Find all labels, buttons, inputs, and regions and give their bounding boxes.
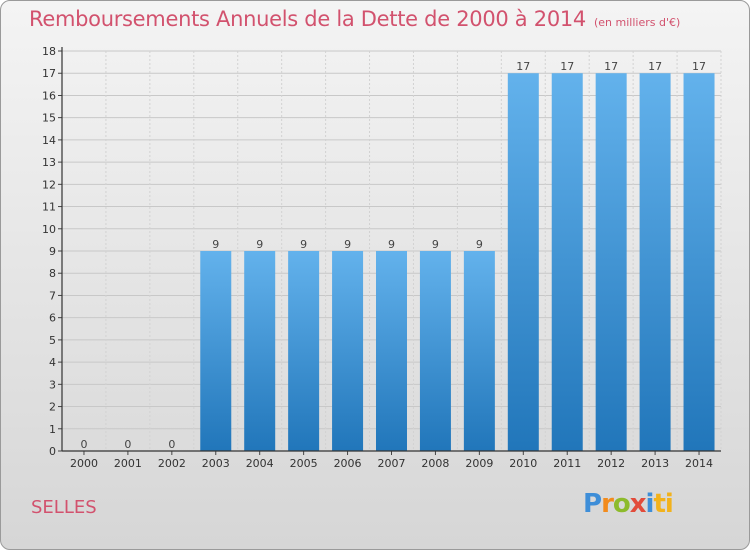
bar-2007[interactable] xyxy=(376,251,407,451)
y-tick-label-17: 17 xyxy=(42,67,56,80)
bar-2004[interactable] xyxy=(244,251,276,451)
value-label-2005: 9 xyxy=(300,238,307,251)
value-label-2010: 17 xyxy=(516,60,530,73)
y-tick-label-14: 14 xyxy=(42,134,56,147)
x-tick-label-2005: 2005 xyxy=(290,457,318,470)
commune-name: SELLES xyxy=(31,497,97,518)
y-tick-label-2: 2 xyxy=(49,401,56,414)
y-tick-label-8: 8 xyxy=(49,267,56,280)
value-label-2014: 17 xyxy=(692,60,706,73)
x-tick-label-2012: 2012 xyxy=(597,457,625,470)
bar-2013[interactable] xyxy=(639,73,671,451)
x-tick-label-2004: 2004 xyxy=(246,457,274,470)
x-tick-label-2010: 2010 xyxy=(509,457,537,470)
y-tick-label-10: 10 xyxy=(42,223,56,236)
chart-title: Remboursements Annuels de la Dette de 20… xyxy=(29,7,680,31)
value-label-2009: 9 xyxy=(476,238,483,251)
bar-2010[interactable] xyxy=(507,73,539,451)
bar-2006[interactable] xyxy=(332,251,364,451)
y-tick-label-11: 11 xyxy=(42,201,56,214)
value-label-2000: 0 xyxy=(80,438,87,451)
y-tick-label-5: 5 xyxy=(49,334,56,347)
value-label-2011: 17 xyxy=(560,60,574,73)
x-tick-label-2009: 2009 xyxy=(465,457,493,470)
x-tick-label-2006: 2006 xyxy=(334,457,362,470)
y-tick-label-9: 9 xyxy=(49,245,56,258)
chart-unit: (en milliers d'€) xyxy=(594,16,681,29)
y-tick-label-12: 12 xyxy=(42,178,56,191)
bar-2012[interactable] xyxy=(595,73,627,451)
bar-2008[interactable] xyxy=(419,251,451,451)
y-tick-label-15: 15 xyxy=(42,112,56,125)
value-label-2001: 0 xyxy=(124,438,131,451)
value-label-2008: 9 xyxy=(432,238,439,251)
x-tick-label-2001: 2001 xyxy=(114,457,142,470)
y-tick-label-18: 18 xyxy=(42,45,56,58)
y-tick-label-3: 3 xyxy=(49,378,56,391)
x-tick-label-2007: 2007 xyxy=(378,457,406,470)
bar-2005[interactable] xyxy=(288,251,320,451)
x-tick-label-2003: 2003 xyxy=(202,457,230,470)
value-label-2012: 17 xyxy=(604,60,618,73)
y-tick-label-0: 0 xyxy=(49,445,56,458)
value-label-2006: 9 xyxy=(344,238,351,251)
bar-2011[interactable] xyxy=(551,73,583,451)
x-tick-label-2013: 2013 xyxy=(641,457,669,470)
value-label-2007: 9 xyxy=(388,238,395,251)
y-tick-label-6: 6 xyxy=(49,312,56,325)
y-tick-label-13: 13 xyxy=(42,156,56,169)
bar-2003[interactable] xyxy=(200,251,232,451)
y-tick-label-4: 4 xyxy=(49,356,56,369)
bar-2009[interactable] xyxy=(463,251,495,451)
value-label-2002: 0 xyxy=(168,438,175,451)
value-label-2004: 9 xyxy=(256,238,263,251)
value-label-2003: 9 xyxy=(212,238,219,251)
value-label-2013: 17 xyxy=(648,60,662,73)
y-tick-label-7: 7 xyxy=(49,289,56,302)
x-tick-label-2014: 2014 xyxy=(685,457,713,470)
bars: 0 0 0 9 9 9 9 9 9 9 17 17 17 17 17 xyxy=(80,60,715,451)
bar-2014[interactable] xyxy=(683,73,715,451)
x-tick-label-2000: 2000 xyxy=(70,457,98,470)
y-tick-label-1: 1 xyxy=(49,423,56,436)
x-tick-label-2011: 2011 xyxy=(553,457,581,470)
x-tick-label-2002: 2002 xyxy=(158,457,186,470)
chart-title-text: Remboursements Annuels de la Dette de 20… xyxy=(29,7,586,31)
x-tick-label-2008: 2008 xyxy=(421,457,449,470)
proxiti-logo[interactable]: Proxiti xyxy=(583,489,674,519)
y-tick-label-16: 16 xyxy=(42,89,56,102)
